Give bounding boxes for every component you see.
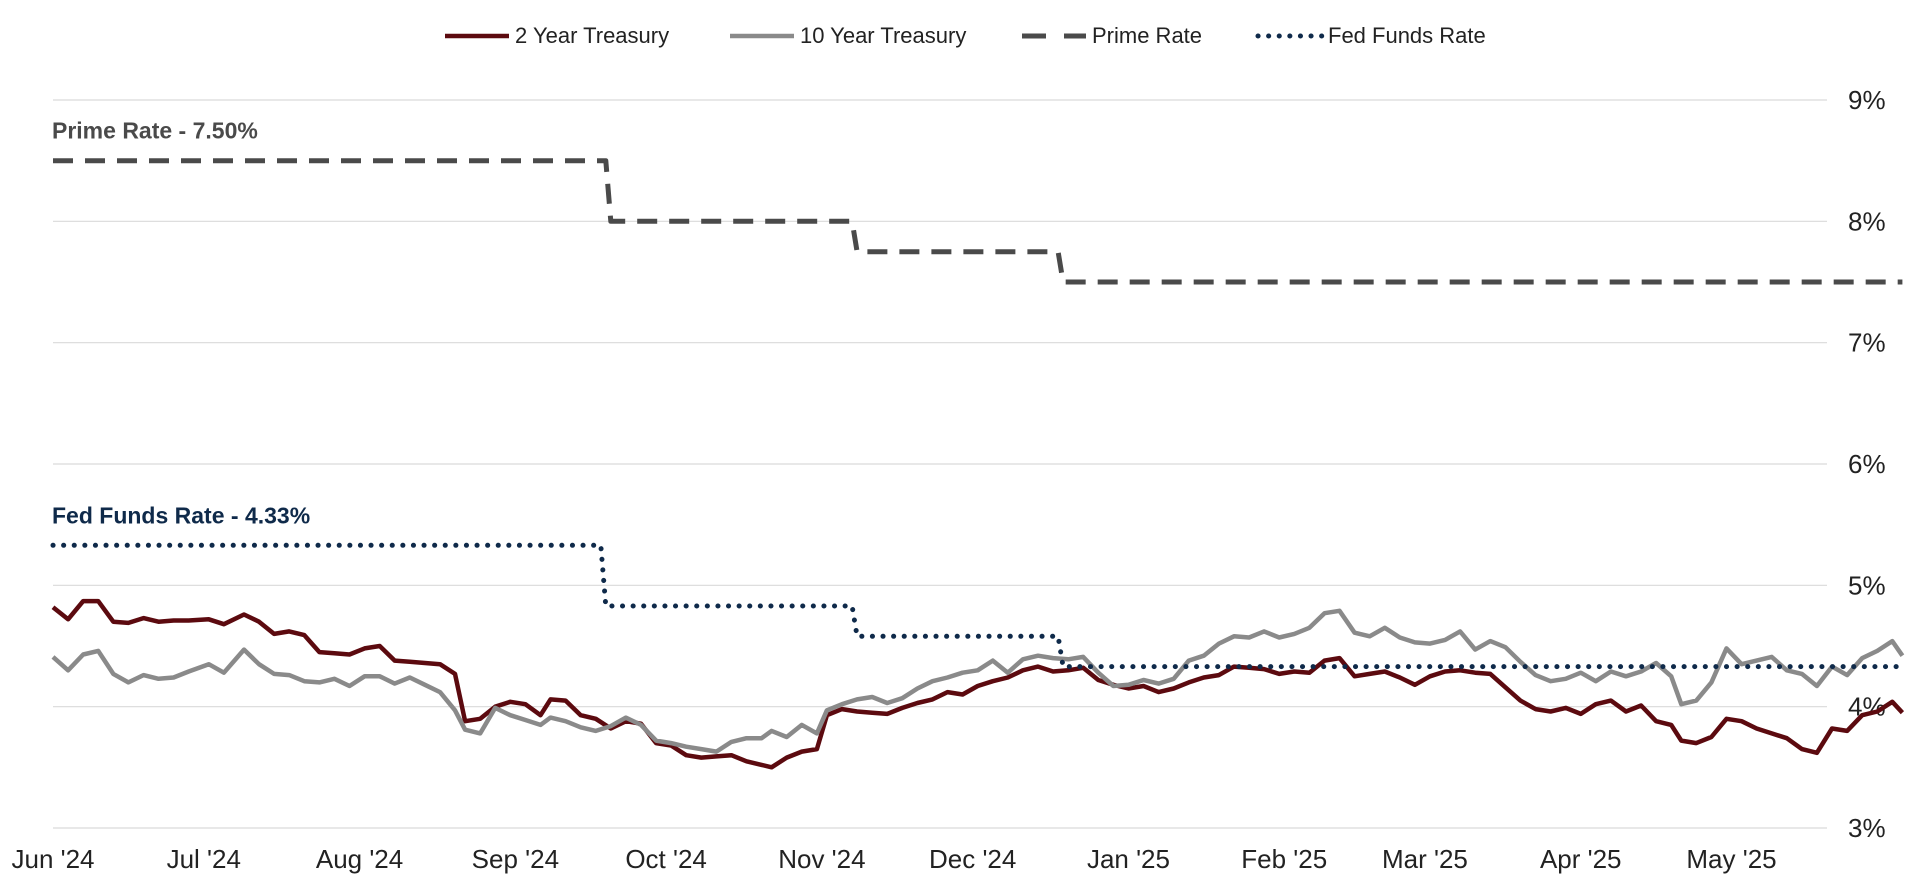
y-axis: 3% 4% 5% 6% 7% 8% 9% (1848, 85, 1886, 843)
x-tick-label: May '25 (1686, 844, 1776, 874)
x-tick-label: Sep '24 (472, 844, 559, 874)
x-tick-label: Oct '24 (625, 844, 707, 874)
y-tick-label: 9% (1848, 85, 1886, 115)
x-tick-label: Aug '24 (316, 844, 403, 874)
annotation-fed-funds-rate: Fed Funds Rate - 4.33% (52, 502, 310, 528)
legend-label-fed-funds-rate: Fed Funds Rate (1328, 23, 1486, 48)
y-tick-label: 8% (1848, 206, 1886, 236)
y-tick-label: 6% (1848, 449, 1886, 479)
legend-label-10-year-treasury: 10 Year Treasury (800, 23, 966, 48)
x-tick-label: Mar '25 (1382, 844, 1468, 874)
x-tick-label: Jun '24 (11, 844, 94, 874)
x-axis: Jun '24 Jul '24 Aug '24 Sep '24 Oct '24 Nov '… (11, 844, 1776, 874)
legend-label-2-year-treasury: 2 Year Treasury (515, 23, 669, 48)
series-prime-rate-line (53, 158, 1903, 285)
series-fed-funds-rate-line (50, 542, 1905, 670)
series-2-year-treasury-line (51, 598, 1905, 770)
x-tick-label: Jul '24 (167, 844, 241, 874)
y-tick-label: 7% (1848, 328, 1886, 358)
legend-label-prime-rate: Prime Rate (1092, 23, 1202, 48)
y-tick-label: 4% (1848, 692, 1886, 722)
x-tick-label: Jan '25 (1087, 844, 1170, 874)
y-tick-label: 5% (1848, 570, 1886, 600)
y-tick-label: 3% (1848, 813, 1886, 843)
series-lines (50, 158, 1905, 770)
x-tick-label: Dec '24 (929, 844, 1016, 874)
x-tick-label: Nov '24 (778, 844, 865, 874)
x-tick-label: Apr '25 (1540, 844, 1622, 874)
series-10-year-treasury-line (51, 608, 1905, 754)
x-tick-label: Feb '25 (1241, 844, 1327, 874)
annotations: Prime Rate - 7.50% Fed Funds Rate - 4.33% (52, 118, 310, 529)
chart-legend: 2 Year Treasury 10 Year Treasury Prime Rat… (445, 23, 1486, 48)
annotation-prime-rate: Prime Rate - 7.50% (52, 118, 258, 144)
gridlines (53, 99, 1827, 829)
